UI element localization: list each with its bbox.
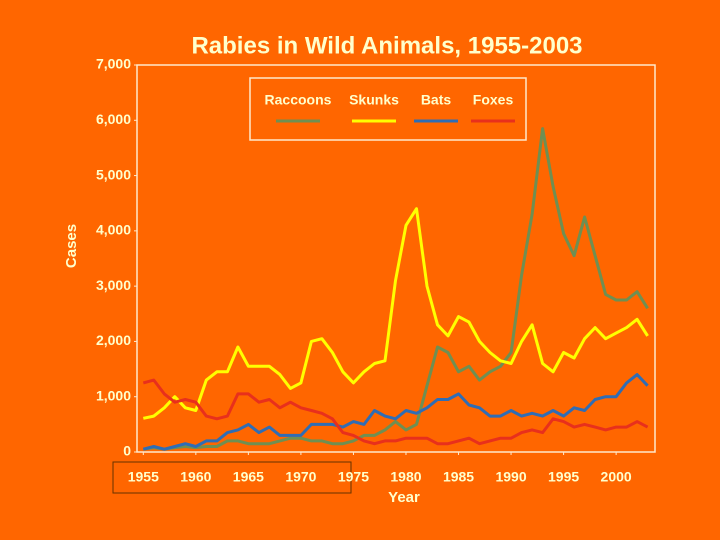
x-tick-label: 1975 bbox=[338, 469, 369, 485]
y-tick-label: 5,000 bbox=[96, 166, 131, 182]
y-tick-label: 1,000 bbox=[96, 387, 131, 403]
x-tick-label: 1985 bbox=[443, 469, 474, 485]
x-tick-label: 1965 bbox=[233, 469, 264, 485]
x-axis-label: Year bbox=[388, 489, 420, 506]
series-line bbox=[142, 373, 649, 451]
y-tick-label: 7,000 bbox=[96, 56, 131, 72]
y-axis-label: Cases bbox=[63, 224, 80, 268]
x-tick-label: 1995 bbox=[548, 469, 579, 485]
x-tick-label: 1990 bbox=[495, 469, 526, 485]
y-tick-label: 4,000 bbox=[96, 222, 131, 238]
chart-title: Rabies in Wild Animals, 1955-2003 bbox=[191, 32, 582, 59]
x-tick-label: 2000 bbox=[601, 469, 632, 485]
series-line bbox=[143, 127, 649, 451]
y-tick-label: 3,000 bbox=[96, 277, 131, 293]
plot-frame bbox=[136, 64, 656, 453]
x-tick-label: 1960 bbox=[180, 469, 211, 485]
label-frame bbox=[112, 461, 352, 494]
x-tick-label: 1955 bbox=[128, 469, 159, 485]
y-tick-label: 0 bbox=[123, 443, 131, 459]
x-tick-label: 1970 bbox=[285, 469, 316, 485]
legend-label: Foxes bbox=[473, 92, 514, 108]
y-tick-label: 2,000 bbox=[96, 332, 131, 348]
legend-label: Raccoons bbox=[265, 92, 332, 108]
x-tick-label: 1980 bbox=[390, 469, 421, 485]
y-tick-label: 6,000 bbox=[96, 111, 131, 127]
legend-box bbox=[249, 77, 527, 141]
series-line bbox=[142, 378, 649, 446]
series-line bbox=[142, 207, 649, 420]
legend-label: Skunks bbox=[349, 92, 399, 108]
legend-label: Bats bbox=[421, 92, 452, 108]
